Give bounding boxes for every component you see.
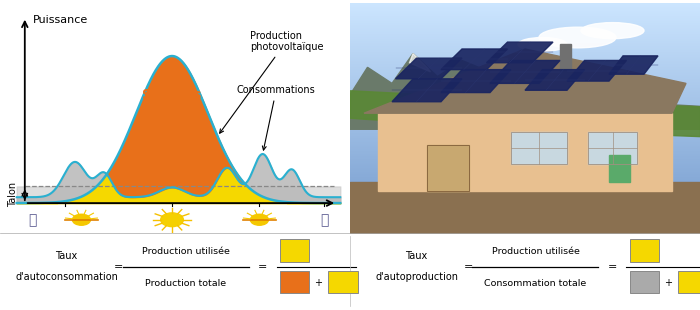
Bar: [328, 271, 358, 293]
Text: Production utilisée: Production utilisée: [141, 246, 230, 256]
Polygon shape: [441, 70, 511, 93]
Text: Consommation totale: Consommation totale: [484, 279, 587, 288]
Polygon shape: [490, 60, 560, 83]
Text: =: =: [114, 262, 124, 272]
Bar: [511, 131, 567, 164]
Polygon shape: [364, 49, 686, 113]
Circle shape: [72, 214, 90, 225]
Text: =: =: [258, 262, 267, 272]
Circle shape: [161, 213, 183, 227]
Text: Taux: Taux: [405, 251, 428, 261]
Polygon shape: [441, 49, 508, 70]
Bar: [427, 145, 469, 191]
Text: Talon: Talon: [8, 182, 18, 207]
Text: d'autoconsommation: d'autoconsommation: [15, 272, 118, 282]
Polygon shape: [609, 154, 630, 182]
Text: 🌙: 🌙: [29, 213, 37, 227]
Polygon shape: [525, 70, 584, 90]
Ellipse shape: [518, 38, 567, 51]
Polygon shape: [511, 131, 567, 164]
Text: =: =: [608, 262, 617, 272]
Text: +: +: [664, 278, 672, 288]
Text: Surplus: Surplus: [142, 88, 202, 102]
Bar: [588, 131, 637, 164]
Polygon shape: [560, 44, 570, 77]
Circle shape: [251, 214, 269, 225]
Polygon shape: [427, 145, 469, 191]
Ellipse shape: [581, 23, 644, 39]
Bar: [630, 271, 659, 293]
Polygon shape: [410, 54, 430, 72]
Bar: [630, 239, 659, 262]
Text: +: +: [314, 278, 322, 288]
Polygon shape: [350, 54, 700, 129]
Polygon shape: [588, 131, 637, 164]
Text: Production totale: Production totale: [145, 279, 226, 288]
Ellipse shape: [539, 27, 616, 48]
Polygon shape: [378, 113, 672, 191]
Bar: [678, 271, 700, 293]
Bar: [280, 239, 309, 262]
Polygon shape: [609, 56, 658, 74]
Text: 🌙: 🌙: [320, 213, 328, 227]
Text: Production
photovoltaïque: Production photovoltaïque: [220, 31, 323, 133]
Text: =: =: [464, 262, 474, 272]
Polygon shape: [486, 42, 553, 63]
Text: d'autoproduction: d'autoproduction: [375, 272, 458, 282]
Text: Puissance: Puissance: [33, 15, 88, 25]
Text: Consommations: Consommations: [237, 86, 316, 150]
Text: Production utilisée: Production utilisée: [491, 246, 580, 256]
Text: Taux: Taux: [55, 251, 78, 261]
Polygon shape: [392, 79, 462, 102]
Polygon shape: [395, 58, 462, 79]
Polygon shape: [567, 60, 626, 81]
Bar: [280, 271, 309, 293]
